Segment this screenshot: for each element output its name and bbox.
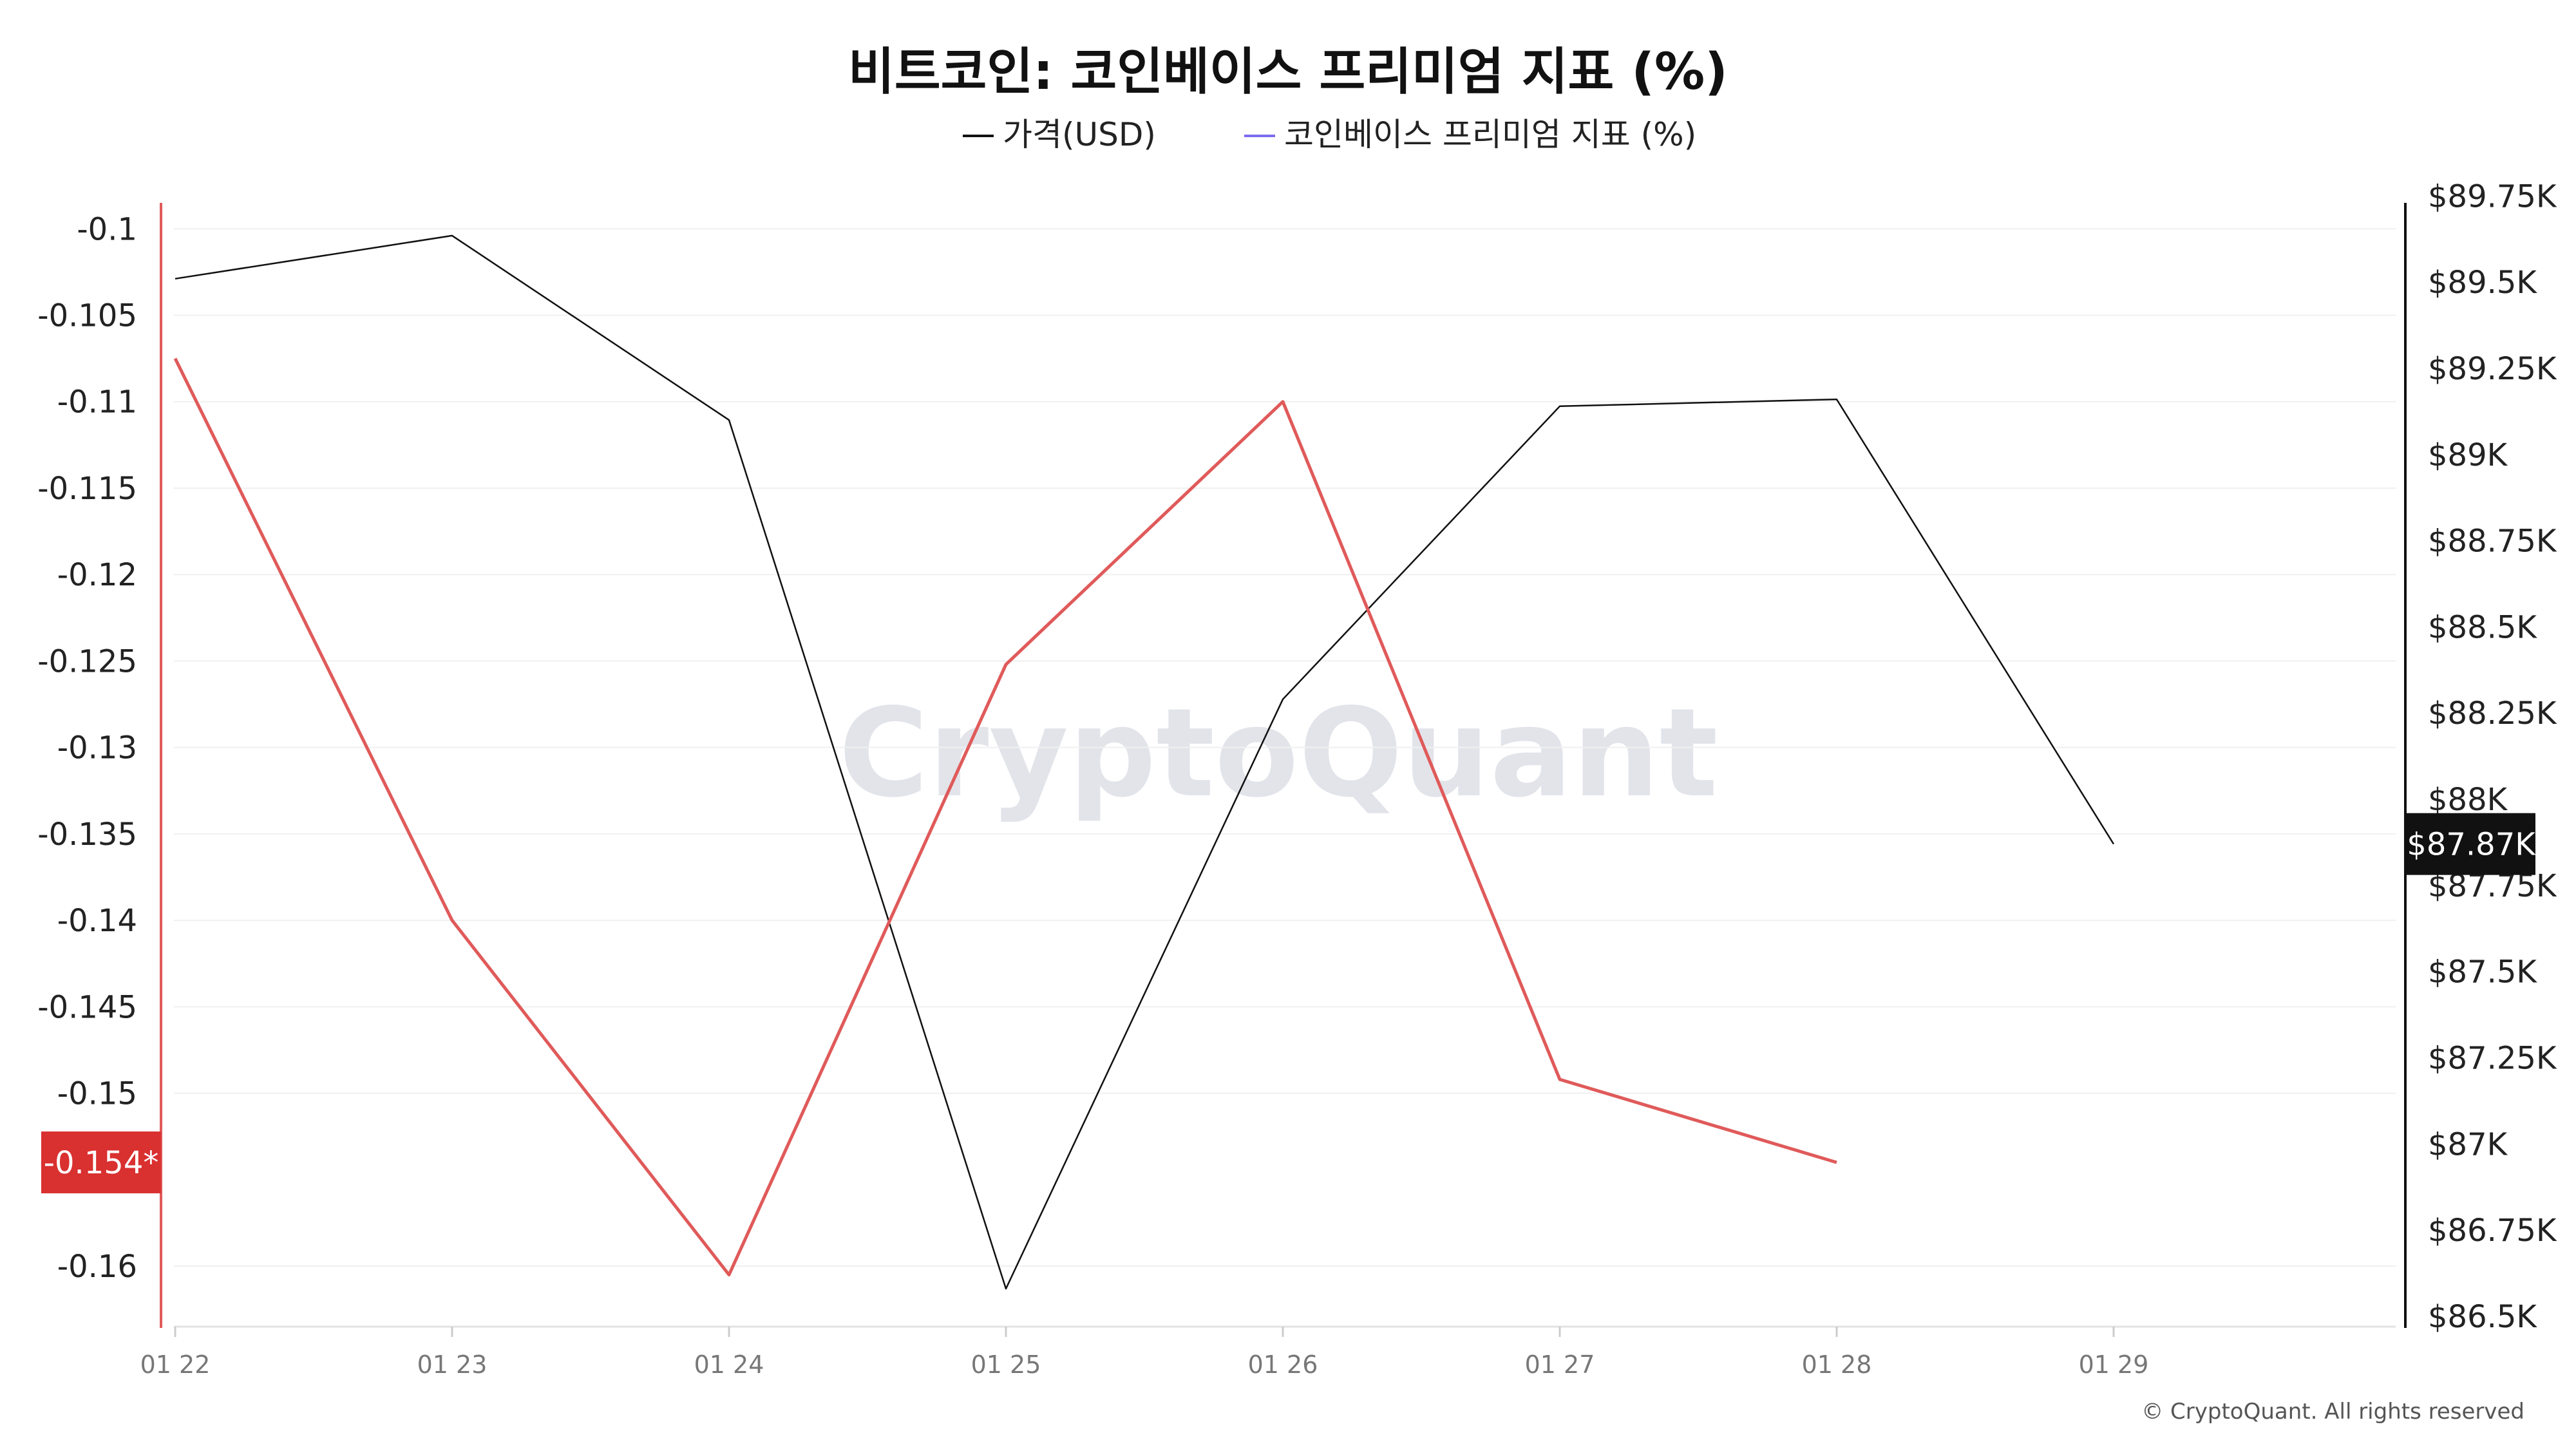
right-tick-label: $86.75K	[2428, 1213, 2557, 1249]
right-value-badge	[2407, 813, 2535, 875]
x-axis: 01 22 01 23 01 24 01 25 01 26 01 27 01 28 01 29	[140, 1327, 2149, 1379]
right-tick-label: $88.5K	[2428, 609, 2537, 645]
right-tick-label: $87.25K	[2428, 1040, 2557, 1076]
left-tick-label: -0.14	[57, 903, 137, 939]
right-tick-label: $86.5K	[2428, 1299, 2537, 1335]
right-tick-label: $88.75K	[2428, 524, 2557, 560]
x-tick-label: 01 25	[971, 1350, 1041, 1379]
left-value-badge	[41, 1131, 161, 1193]
right-tick-label: $88.25K	[2428, 696, 2557, 732]
left-tick-label: -0.15	[57, 1076, 137, 1112]
gridlines	[174, 228, 2396, 1328]
left-axis: -0.1 -0.105 -0.11 -0.115 -0.12 -0.125 -0.13 -0.…	[37, 203, 162, 1328]
series-layer	[173, 234, 2115, 1290]
x-tick-label: 01 28	[1802, 1350, 1872, 1379]
right-axis: $89.75K $89.5K $89.25K $89K $88.75K $88.5K $88…	[2404, 178, 2557, 1335]
copyright-text: © CryptoQuant. All rights reserved	[2141, 1399, 2524, 1425]
value-badges: -0.154* $87.87K	[41, 813, 2536, 1193]
left-tick-label: -0.135	[37, 817, 137, 853]
left-tick-label: -0.125	[37, 643, 137, 679]
right-tick-label: $88K	[2428, 782, 2508, 818]
legend-label: 가격(USD)	[1003, 116, 1156, 153]
left-tick-label: -0.115	[37, 471, 137, 507]
chart-title: 비트코인: 코인베이스 프리미엄 지표 (%)	[848, 43, 1728, 101]
x-tick-label: 01 24	[694, 1350, 764, 1379]
left-tick-label: -0.16	[57, 1249, 137, 1285]
left-tick-label: -0.13	[57, 730, 137, 766]
right-tick-label: $89.5K	[2428, 265, 2537, 301]
right-tick-label: $89.25K	[2428, 351, 2557, 387]
right-value-badge-label: $87.87K	[2407, 827, 2536, 863]
right-tick-label: $87K	[2428, 1126, 2508, 1162]
left-tick-label: -0.11	[57, 384, 137, 421]
x-tick-label: 01 22	[140, 1350, 211, 1379]
legend-label: 코인베이스 프리미엄 지표 (%)	[1284, 116, 1696, 153]
x-tick-label: 01 23	[417, 1350, 488, 1379]
left-tick-label: -0.1	[77, 211, 137, 247]
left-tick-label: -0.145	[37, 989, 137, 1025]
left-tick-label: -0.12	[57, 557, 137, 593]
right-tick-label: $87.5K	[2428, 954, 2537, 990]
left-value-badge-label: -0.154*	[44, 1145, 159, 1181]
right-tick-label: $89K	[2428, 437, 2508, 473]
x-tick-label: 01 26	[1248, 1350, 1318, 1379]
series-line-price	[175, 234, 2115, 1290]
left-tick-label: -0.105	[37, 298, 137, 334]
x-tick-label: 01 27	[1525, 1350, 1595, 1379]
x-tick-label: 01 29	[2079, 1350, 2149, 1379]
right-tick-label: $89.75K	[2428, 178, 2557, 214]
watermark: CryptoQuant	[838, 682, 1718, 824]
legend: 가격(USD) 코인베이스 프리미엄 지표 (%)	[963, 116, 1696, 153]
